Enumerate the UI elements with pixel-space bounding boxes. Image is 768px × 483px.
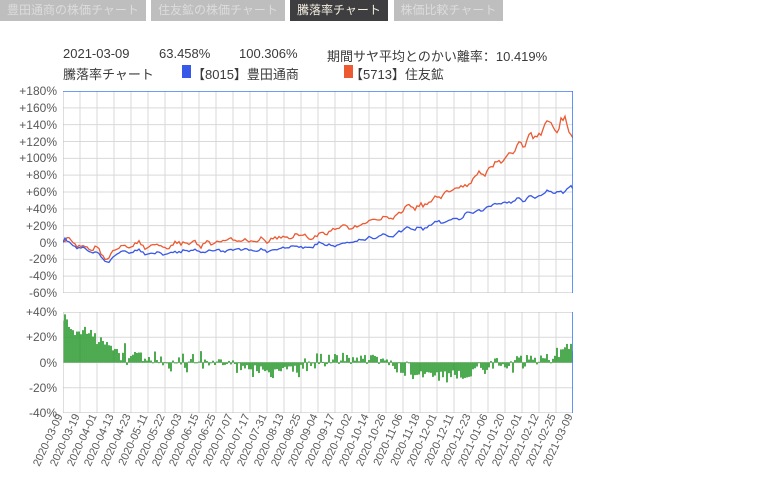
svg-text:2020-03-09: 2020-03-09 xyxy=(31,412,66,468)
svg-text:2020-12-11: 2020-12-11 xyxy=(422,412,456,467)
svg-text:2020-10-14: 2020-10-14 xyxy=(337,412,372,468)
svg-text:2020-06-15: 2020-06-15 xyxy=(167,412,202,468)
svg-text:2020-08-13: 2020-08-13 xyxy=(252,412,287,468)
svg-text:2020-04-01: 2020-04-01 xyxy=(65,412,100,468)
svg-text:2020-10-26: 2020-10-26 xyxy=(354,412,389,468)
svg-text:2020-06-03: 2020-06-03 xyxy=(150,412,185,468)
svg-text:2020-12-23: 2020-12-23 xyxy=(439,412,474,468)
svg-text:2020-03-19: 2020-03-19 xyxy=(48,412,83,468)
svg-text:2021-01-06: 2021-01-06 xyxy=(456,412,491,468)
svg-text:2021-02-12: 2021-02-12 xyxy=(507,412,542,468)
svg-text:2020-12-01: 2020-12-01 xyxy=(405,412,440,468)
svg-text:2020-04-23: 2020-04-23 xyxy=(99,412,134,468)
svg-text:2020-07-07: 2020-07-07 xyxy=(201,412,236,468)
svg-text:2021-03-09: 2021-03-09 xyxy=(541,412,576,468)
svg-text:2020-06-25: 2020-06-25 xyxy=(184,412,219,468)
svg-text:2020-09-17: 2020-09-17 xyxy=(303,412,338,468)
svg-text:2020-05-11: 2020-05-11 xyxy=(116,412,150,467)
svg-text:2020-09-04: 2020-09-04 xyxy=(286,412,321,468)
svg-text:2020-07-31: 2020-07-31 xyxy=(235,412,270,468)
svg-text:2020-10-02: 2020-10-02 xyxy=(320,412,355,468)
svg-text:2020-04-13: 2020-04-13 xyxy=(82,412,117,468)
svg-text:2020-11-18: 2020-11-18 xyxy=(388,412,422,467)
svg-text:2020-11-06: 2020-11-06 xyxy=(371,412,405,467)
svg-text:2020-05-22: 2020-05-22 xyxy=(133,412,168,468)
svg-text:2020-07-17: 2020-07-17 xyxy=(218,412,253,468)
svg-text:2021-01-20: 2021-01-20 xyxy=(473,412,508,468)
svg-text:2020-08-25: 2020-08-25 xyxy=(269,412,304,468)
svg-text:2021-02-25: 2021-02-25 xyxy=(524,412,559,468)
svg-text:2021-02-01: 2021-02-01 xyxy=(490,412,525,468)
